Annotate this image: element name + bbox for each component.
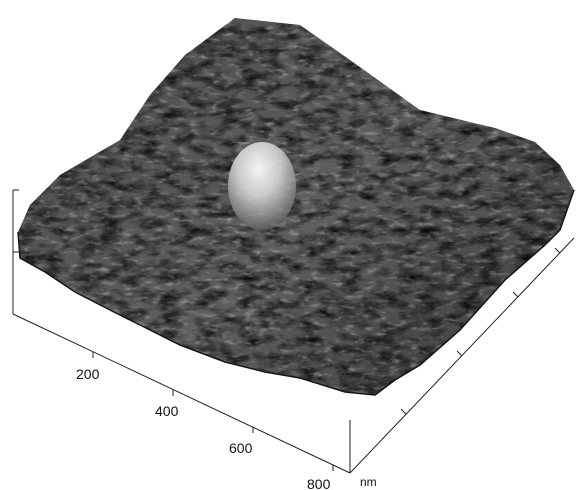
z-axis (12, 189, 19, 314)
y-axis-tick (400, 408, 407, 415)
x-axis: 200 400 600 800 nm (12, 313, 377, 490)
y-axis-tick (554, 247, 561, 254)
x-tick-label-200: 200 (76, 366, 100, 382)
x-tick-label-400: 400 (155, 403, 179, 419)
x-axis-unit: nm (360, 475, 377, 489)
y-axis-tick (456, 350, 463, 357)
y-axis-tick (512, 291, 519, 298)
y-axis (349, 237, 575, 474)
x-tick-label-600: 600 (229, 440, 253, 456)
x-tick-label-800: 800 (307, 476, 331, 490)
surface-front-edge (17, 189, 575, 396)
